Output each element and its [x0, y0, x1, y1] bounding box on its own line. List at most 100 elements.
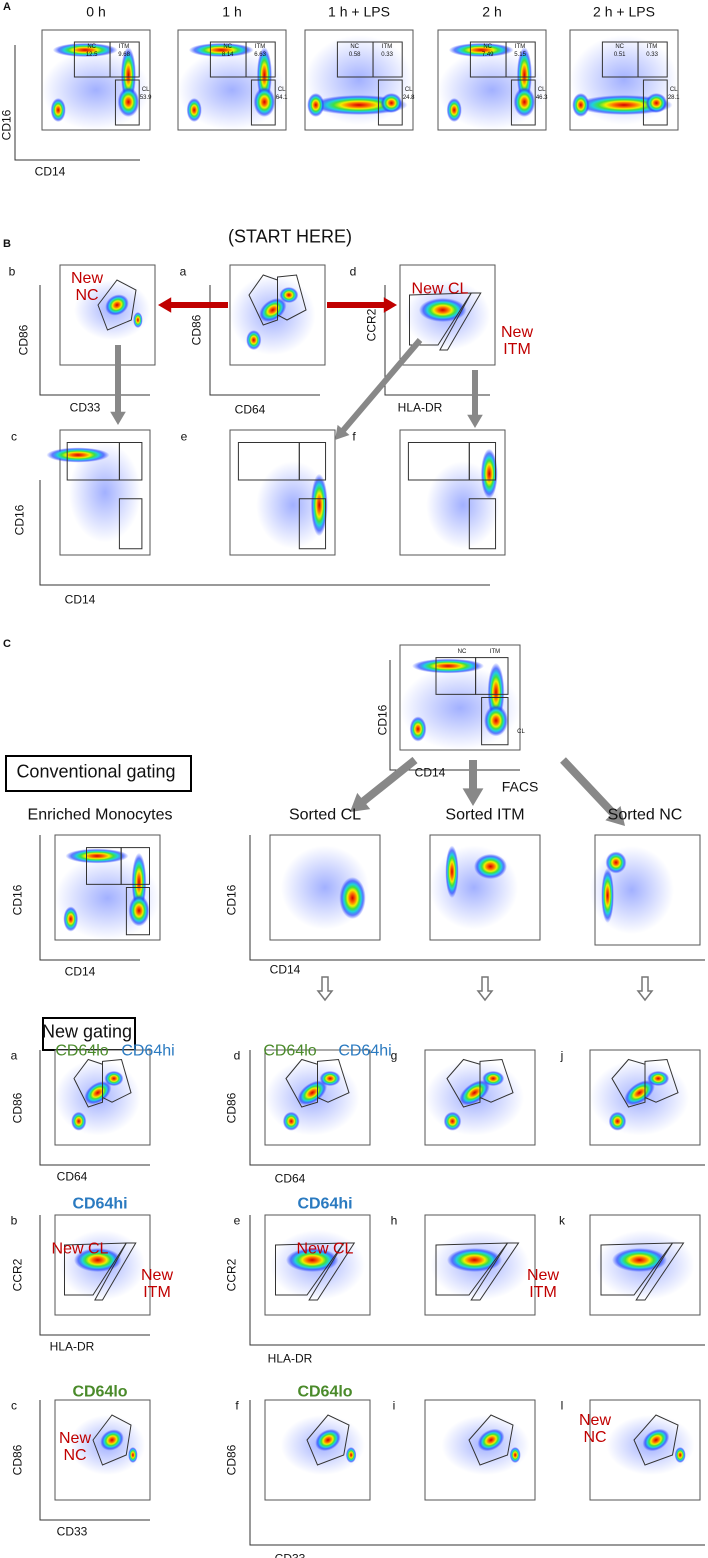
gate	[250, 79, 276, 126]
gate	[439, 292, 482, 351]
axis	[39, 285, 150, 396]
label: f	[235, 1398, 239, 1413]
label: CD86	[224, 1444, 239, 1476]
label: 0.51	[613, 51, 626, 58]
arrow	[350, 756, 418, 812]
gate	[475, 657, 509, 695]
label: FACS	[501, 778, 539, 795]
label: 1 h + LPS	[328, 3, 390, 20]
density-blob	[253, 87, 276, 117]
label: h	[390, 1213, 398, 1228]
gate	[306, 1414, 350, 1466]
gate	[277, 274, 307, 321]
gate	[275, 1242, 345, 1296]
arrow	[560, 757, 625, 826]
axis	[39, 1215, 150, 1336]
label: NC	[87, 43, 97, 50]
density-blob	[645, 93, 668, 113]
gate	[245, 41, 276, 78]
label: i	[392, 1398, 396, 1413]
label: l	[560, 1398, 564, 1413]
label: HLA-DR	[49, 1339, 95, 1354]
density-blob	[419, 298, 467, 322]
density-blob	[409, 716, 427, 742]
gate	[642, 79, 668, 126]
label: (START HERE)	[227, 226, 353, 247]
label: 0.33	[381, 51, 393, 58]
label: CD64	[274, 1171, 306, 1186]
label: e	[180, 429, 188, 444]
density-blob	[448, 43, 514, 57]
label: 9.68	[118, 51, 130, 58]
density-blob	[412, 658, 484, 674]
density-blob	[310, 473, 328, 537]
label: CD64hi	[121, 1042, 175, 1060]
density-blob	[307, 93, 325, 117]
density-blob	[572, 93, 590, 117]
density-blob	[128, 1447, 138, 1463]
label: NC	[457, 648, 467, 655]
gate	[468, 1414, 514, 1466]
label: 53.9	[139, 94, 152, 101]
label: NC	[483, 43, 493, 50]
axis	[249, 1400, 705, 1546]
axis	[384, 285, 490, 396]
label: CL	[669, 86, 678, 93]
density-blob	[63, 906, 79, 932]
label: 46.3	[535, 94, 548, 101]
label: ITM	[646, 43, 658, 50]
arrow	[110, 345, 126, 425]
density-blob	[642, 1428, 670, 1452]
label: 28.1	[667, 94, 680, 101]
gate	[114, 79, 140, 126]
density-blob	[319, 1070, 341, 1087]
density-blob	[480, 448, 498, 499]
label: a	[10, 1048, 18, 1063]
label: B	[3, 238, 11, 251]
gate	[510, 79, 536, 126]
density-blob	[50, 98, 66, 122]
density-blob	[477, 1428, 505, 1452]
density-blob	[647, 1070, 670, 1087]
axis	[39, 835, 140, 961]
label: CD86	[10, 1092, 25, 1123]
label: New CL	[51, 1240, 109, 1258]
label: g	[390, 1048, 398, 1063]
density-blob	[74, 1248, 122, 1272]
density-blob	[459, 1080, 490, 1106]
density-blob	[104, 1070, 124, 1087]
label: c	[11, 1398, 17, 1413]
density-blob	[447, 1248, 502, 1272]
label: New CL	[411, 280, 469, 298]
gate	[64, 1242, 128, 1296]
arrow	[327, 297, 397, 313]
gate	[97, 279, 137, 331]
label: 2 h	[482, 3, 502, 20]
density-blob	[608, 1111, 627, 1131]
density-blob	[279, 287, 299, 303]
gate	[468, 442, 497, 481]
density-blob	[246, 330, 262, 350]
label: CD64lo	[297, 1383, 353, 1401]
label: New gating	[41, 1021, 133, 1042]
density-blob	[282, 1111, 300, 1131]
gate	[600, 1242, 674, 1296]
density-blob	[186, 98, 202, 122]
arrow	[636, 976, 654, 1002]
arrow	[316, 976, 334, 1002]
gate	[118, 498, 143, 550]
label: CCR2	[10, 1258, 25, 1292]
density-blob	[105, 294, 129, 316]
arrow	[462, 760, 484, 806]
label: New NC	[578, 1412, 611, 1446]
label: New ITM	[500, 324, 533, 358]
label: CL	[537, 86, 546, 93]
density-blob	[256, 461, 330, 549]
label: 2 h + LPS	[593, 3, 655, 20]
label: f	[352, 429, 356, 444]
density-blob	[430, 845, 518, 930]
label: k	[559, 1213, 565, 1228]
label: CD86	[16, 324, 31, 356]
label: 5.15	[514, 51, 526, 58]
